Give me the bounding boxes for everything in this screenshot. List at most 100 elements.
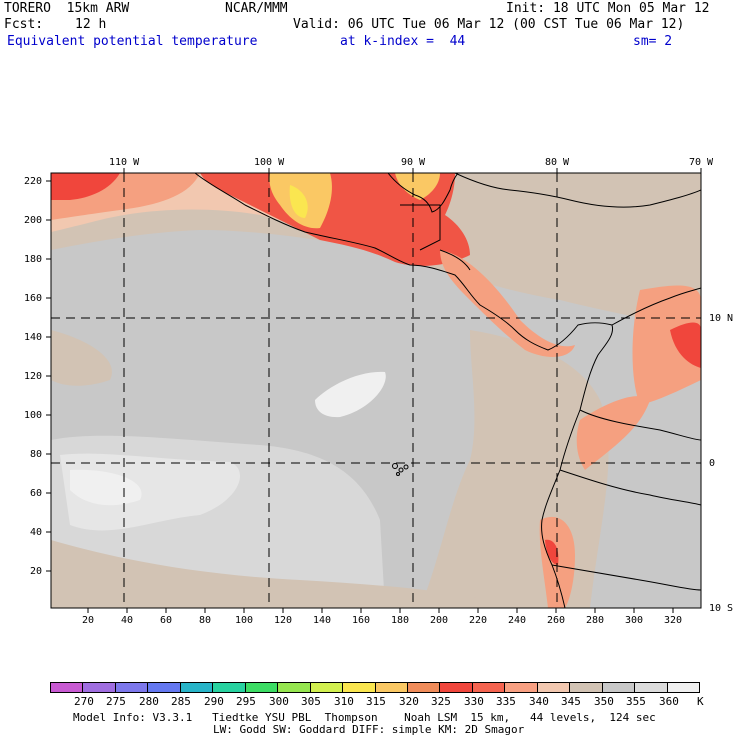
legend-color-cell <box>180 683 214 692</box>
y-tick-label: 100 <box>24 410 43 421</box>
legend-color-cell <box>440 683 473 692</box>
lon-label-100w: 100 W <box>254 157 285 168</box>
y-tick-label: 80 <box>30 449 43 460</box>
x-tick-label: 40 <box>121 615 134 626</box>
legend-level-label: 325 <box>431 695 451 708</box>
legend-level-label: 295 <box>236 695 256 708</box>
legend-color-cell <box>83 683 116 692</box>
lon-label-90w: 90 W <box>401 157 426 168</box>
yellow-core <box>289 185 308 218</box>
y-tick-label: 160 <box>24 293 43 304</box>
salmon-east <box>632 285 701 405</box>
organization-label: NCAR/MMM <box>225 1 288 16</box>
y-tick-label: 20 <box>30 566 43 577</box>
legend-level-label: 315 <box>366 695 386 708</box>
legend-color-cell <box>115 683 149 692</box>
lat-label-10n: 10 N <box>709 313 734 324</box>
red-peru <box>545 539 559 565</box>
y-axis-ticks <box>46 180 51 572</box>
legend-level-label: 280 <box>139 695 159 708</box>
legend-color-cell <box>51 683 84 692</box>
map-field <box>51 173 701 608</box>
y-tick-label: 120 <box>24 371 43 382</box>
legend-level-label: 275 <box>106 695 126 708</box>
map-plot <box>46 168 702 613</box>
red-east <box>670 322 701 368</box>
y-tick-label: 40 <box>30 527 43 538</box>
x-tick-label: 300 <box>625 615 644 626</box>
lon-ticks <box>123 168 702 173</box>
x-tick-label: 80 <box>199 615 212 626</box>
x-tick-label: 320 <box>664 615 683 626</box>
legend-level-label: 270 <box>74 695 94 708</box>
smoothing-label: sm= 2 <box>633 34 673 49</box>
legend-color-cell <box>635 683 668 692</box>
salmon-central-america <box>440 250 575 357</box>
legend-color-cell <box>570 683 603 692</box>
legend-color-cell <box>667 683 700 692</box>
lat-label-10s: 10 S <box>709 603 734 614</box>
legend-color-cell <box>505 683 538 692</box>
legend-color-cell <box>278 683 311 692</box>
legend-level-label: 320 <box>399 695 419 708</box>
legend-level-label: 285 <box>171 695 191 708</box>
legend-level-label: 290 <box>204 695 224 708</box>
y-tick-label: 220 <box>24 176 43 187</box>
graticule <box>51 173 701 608</box>
legend-level-label: 335 <box>496 695 516 708</box>
x-tick-label: 260 <box>547 615 566 626</box>
legend-color-cell <box>343 683 376 692</box>
forecast-hour: 12 h <box>75 17 107 32</box>
legend-level-label: 300 <box>269 695 289 708</box>
x-tick-label: 20 <box>82 615 95 626</box>
forecast-label: Fcst: <box>4 17 44 32</box>
x-tick-label: 160 <box>352 615 371 626</box>
x-tick-label: 60 <box>160 615 173 626</box>
lat-label-0: 0 <box>709 458 716 469</box>
legend-color-cell <box>602 683 636 692</box>
field-name: Equivalent potential temperature <box>7 34 258 49</box>
white-patch <box>315 371 386 418</box>
y-tick-label: 140 <box>24 332 43 343</box>
level-label: at k-index = 44 <box>340 34 466 49</box>
legend-color-cell <box>537 683 571 692</box>
x-tick-label: 180 <box>391 615 410 626</box>
yellow-gulf <box>395 173 440 200</box>
x-tick-label: 140 <box>313 615 332 626</box>
y-tick-label: 200 <box>24 215 43 226</box>
model-label: TORERO 15km ARW <box>4 1 130 16</box>
legend-color-cell <box>472 683 506 692</box>
legend-level-label: 330 <box>464 695 484 708</box>
legend-level-label: 345 <box>561 695 581 708</box>
salmon-colombia <box>576 396 650 470</box>
x-axis-ticks <box>87 608 674 613</box>
y-tick-label: 180 <box>24 254 43 265</box>
tan-band-north <box>51 173 701 330</box>
legend-color-cell <box>245 683 279 692</box>
legend-level-label: 355 <box>626 695 646 708</box>
x-tick-label: 240 <box>508 615 527 626</box>
legend-level-label: 350 <box>594 695 614 708</box>
valid-time: Valid: 06 UTC Tue 06 Mar 12 (00 CST Tue … <box>293 17 685 32</box>
red-nw <box>51 173 120 200</box>
color-legend <box>50 682 700 693</box>
model-info-line1: Model Info: V3.3.1 Tiedtke YSU PBL Thomp… <box>73 711 656 724</box>
x-tick-label: 220 <box>469 615 488 626</box>
legend-level-label: 305 <box>301 695 321 708</box>
tan-band-south <box>51 540 520 608</box>
legend-color-cell <box>310 683 344 692</box>
legend-color-cell <box>375 683 408 692</box>
legend-color-cell <box>148 683 181 692</box>
lon-label-110w: 110 W <box>109 157 140 168</box>
x-tick-label: 280 <box>586 615 605 626</box>
legend-level-label: 360 <box>659 695 679 708</box>
legend-color-cell <box>213 683 246 692</box>
red-mexico <box>200 173 470 266</box>
model-info-line2: LW: Godd SW: Goddard DIFF: simple KM: 2D… <box>213 723 525 736</box>
x-tick-label: 100 <box>235 615 254 626</box>
x-tick-label: 200 <box>430 615 449 626</box>
legend-color-cell <box>407 683 441 692</box>
legend-level-label: 310 <box>334 695 354 708</box>
legend-level-label: 340 <box>529 695 549 708</box>
legend-unit: K <box>697 695 704 708</box>
